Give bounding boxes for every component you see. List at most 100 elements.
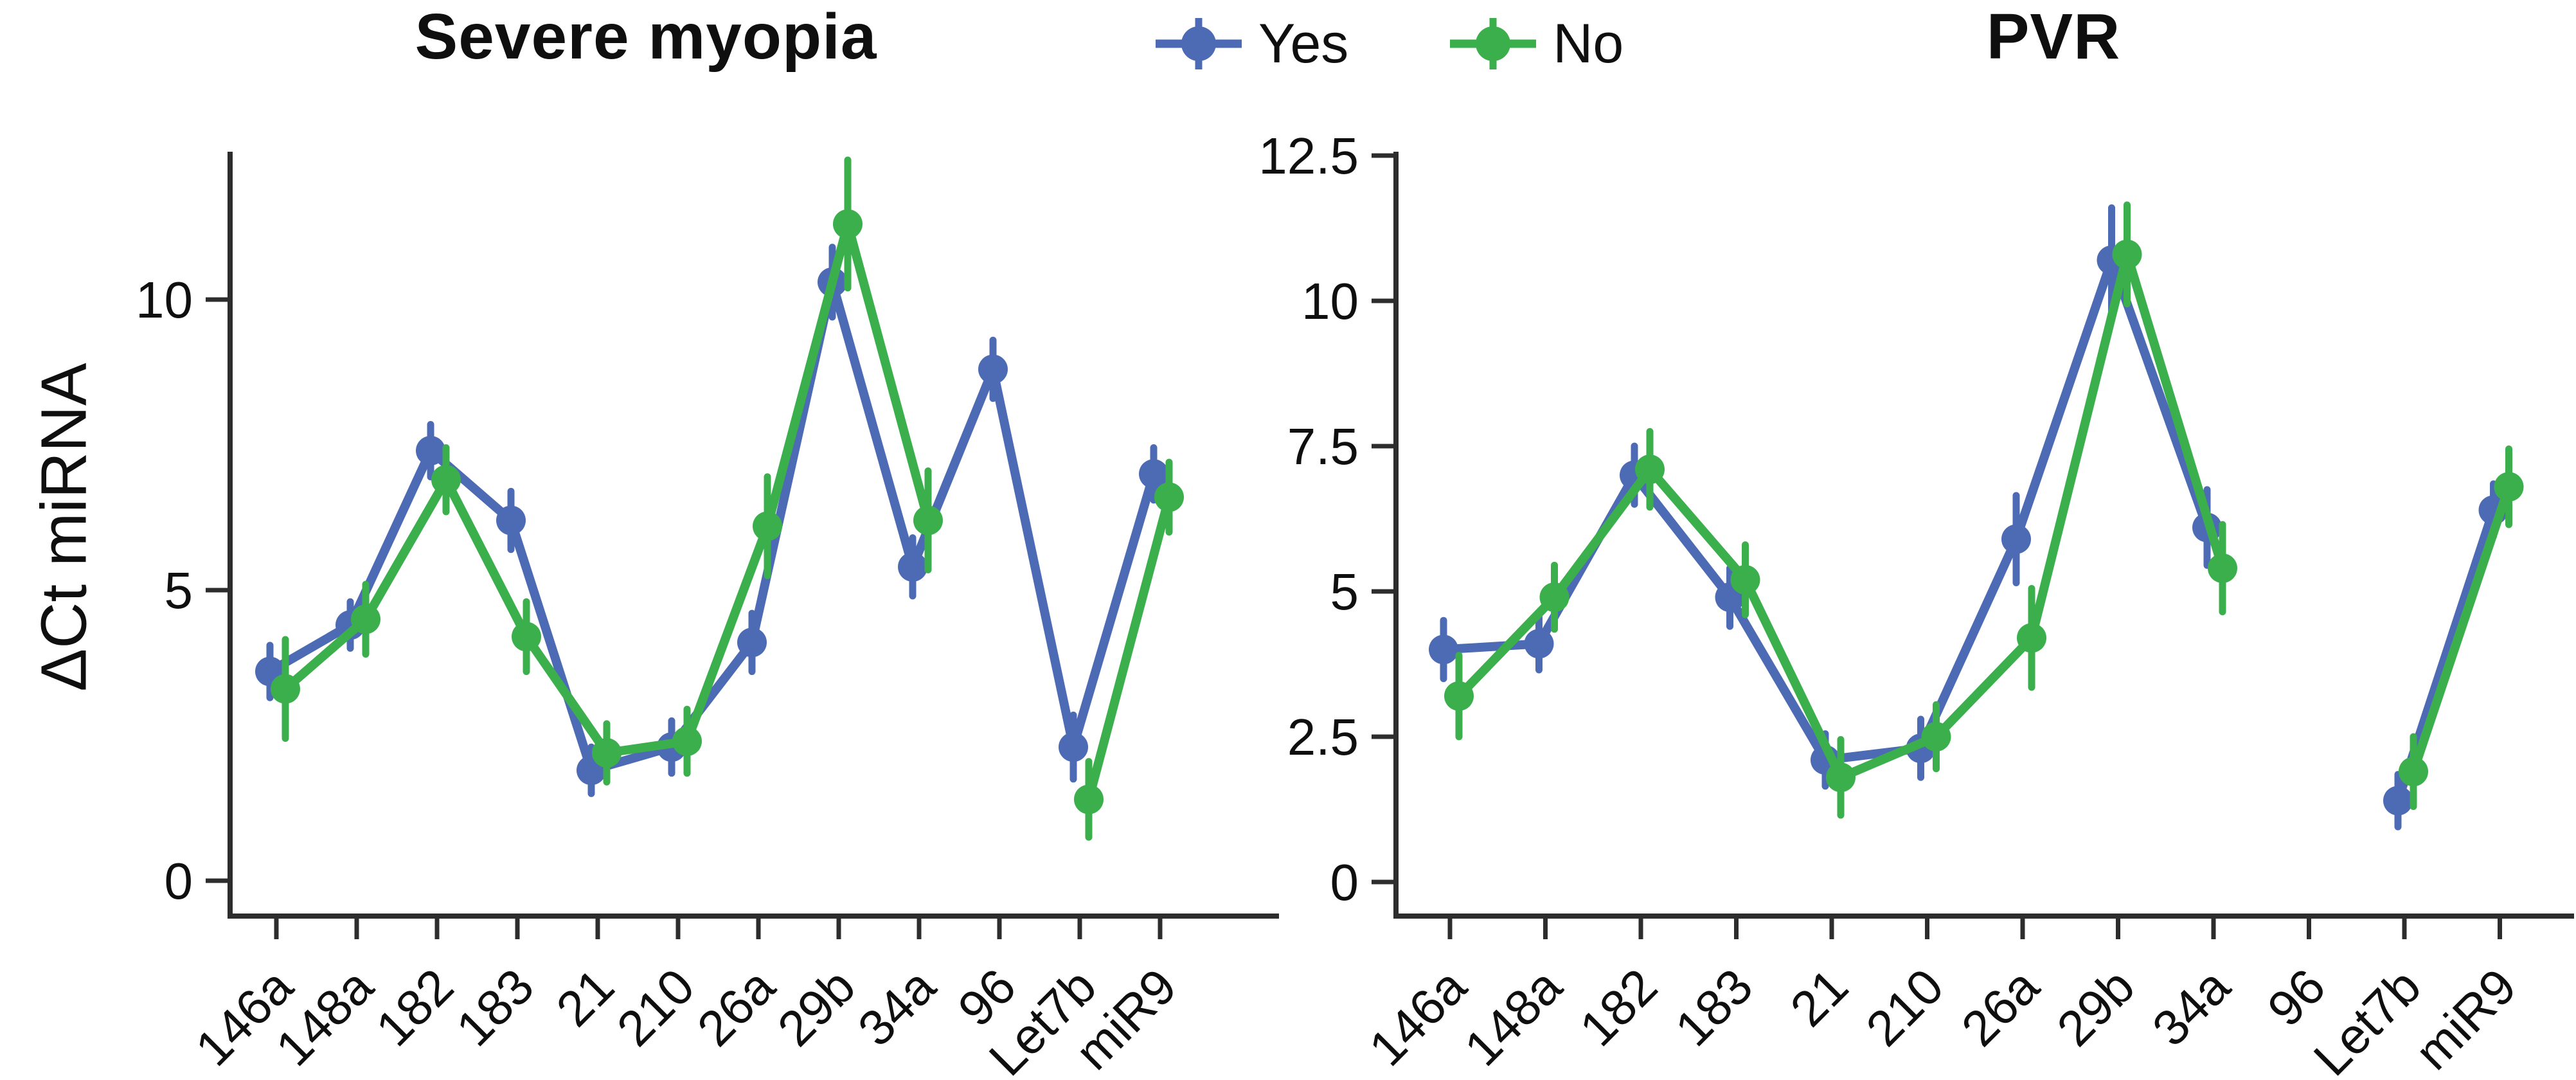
x-category-label: 29b — [2046, 958, 2145, 1057]
x-category-label: 26a — [686, 957, 786, 1057]
right-panel-title: PVR — [1986, 1, 2121, 73]
data-point — [2399, 757, 2428, 787]
data-point — [672, 726, 702, 757]
line-segment — [1439, 639, 1544, 654]
data-point — [1921, 722, 1951, 752]
line-segment — [361, 475, 451, 624]
y-tick-label: 10 — [1301, 273, 1359, 330]
data-point — [431, 465, 461, 495]
x-category-label: 21 — [545, 958, 625, 1038]
data-point — [416, 436, 445, 466]
line-segment — [2012, 255, 2116, 544]
series-yes — [255, 244, 1168, 797]
data-point — [271, 674, 300, 704]
data-point — [592, 738, 622, 768]
x-category-label: 182 — [365, 958, 464, 1057]
y-tick-label: 12.5 — [1258, 127, 1359, 184]
data-point — [1539, 582, 1570, 613]
line-segment — [1454, 593, 1559, 701]
legend: Yes No — [1150, 12, 1623, 76]
line-segment — [442, 475, 531, 642]
x-category-label: 26a — [1951, 957, 2050, 1057]
data-point — [496, 505, 526, 536]
series-yes — [1429, 204, 2509, 831]
data-point — [913, 505, 943, 536]
line-segment — [522, 632, 611, 758]
series-no — [1444, 201, 2524, 819]
line-segment — [1725, 593, 1830, 765]
x-category-label: 34a — [847, 957, 947, 1057]
legend-label-yes: Yes — [1258, 13, 1349, 75]
data-point — [978, 354, 1008, 384]
legend-marker-no-icon — [1450, 18, 1537, 69]
x-category-label: 182 — [1569, 958, 1668, 1057]
left-panel-title: Severe myopia — [415, 1, 877, 73]
x-category-label: 183 — [1664, 958, 1763, 1057]
x-category-label: 148a — [1454, 957, 1573, 1076]
line-segment — [2027, 249, 2132, 643]
y-tick-label: 0 — [1330, 854, 1359, 911]
data-point — [2017, 623, 2046, 653]
data-point — [833, 209, 863, 239]
x-category-label: 210 — [606, 958, 705, 1057]
data-point — [1059, 732, 1088, 762]
x-category-label: 34a — [2142, 957, 2241, 1057]
x-category-label: 146a — [1358, 957, 1477, 1076]
line-segment — [988, 364, 1078, 752]
data-point — [1444, 681, 1474, 711]
data-point — [753, 511, 782, 541]
data-point — [351, 604, 380, 634]
y-tick-label: 2.5 — [1287, 708, 1359, 766]
x-category-label: miR9 — [2404, 958, 2527, 1080]
data-point — [737, 627, 767, 658]
x-category-label: 210 — [1855, 958, 1954, 1057]
data-point — [1826, 762, 1856, 793]
data-point — [2383, 786, 2413, 816]
y-tick-label: 0 — [165, 852, 193, 910]
y-tick-label: 7.5 — [1287, 418, 1359, 475]
line-segment — [828, 277, 917, 572]
data-point — [1635, 455, 1665, 485]
line-segment — [1931, 633, 2036, 741]
line-segment — [1084, 492, 1174, 804]
line-segment — [1645, 465, 1750, 584]
line-segment — [2409, 482, 2514, 777]
data-point — [1429, 634, 1458, 665]
data-point — [1074, 784, 1104, 815]
line-segment — [763, 219, 852, 531]
data-point — [1139, 459, 1168, 489]
line-segment — [1740, 575, 1845, 782]
x-category-label: 29b — [767, 958, 866, 1057]
line-segment — [1836, 732, 1941, 782]
y-tick-label: 5 — [1330, 563, 1359, 620]
data-point — [2208, 553, 2237, 583]
line-segment — [843, 219, 933, 525]
x-category-label: 21 — [1779, 958, 1859, 1038]
data-point — [1524, 629, 1554, 659]
data-point — [898, 552, 927, 582]
x-category-label: 183 — [445, 958, 544, 1057]
line-segment — [1069, 469, 1158, 752]
y-tick-label: 5 — [165, 562, 193, 619]
line-segment — [683, 521, 772, 746]
series-no — [271, 156, 1184, 841]
data-point — [2112, 239, 2142, 269]
line-segment — [281, 615, 370, 694]
data-point — [2001, 524, 2031, 554]
y-tick-label: 10 — [136, 271, 193, 328]
legend-marker-yes-icon — [1156, 18, 1242, 69]
line-segment — [2122, 249, 2227, 573]
line-segment — [1550, 465, 1654, 602]
legend-label-no: No — [1553, 13, 1624, 75]
legend-item-yes: Yes — [1150, 12, 1348, 76]
data-point — [1154, 482, 1184, 512]
data-point — [512, 622, 541, 652]
x-category-label: Let7b — [2303, 958, 2431, 1080]
legend-item-no: No — [1445, 12, 1623, 76]
line-segment — [506, 516, 596, 775]
